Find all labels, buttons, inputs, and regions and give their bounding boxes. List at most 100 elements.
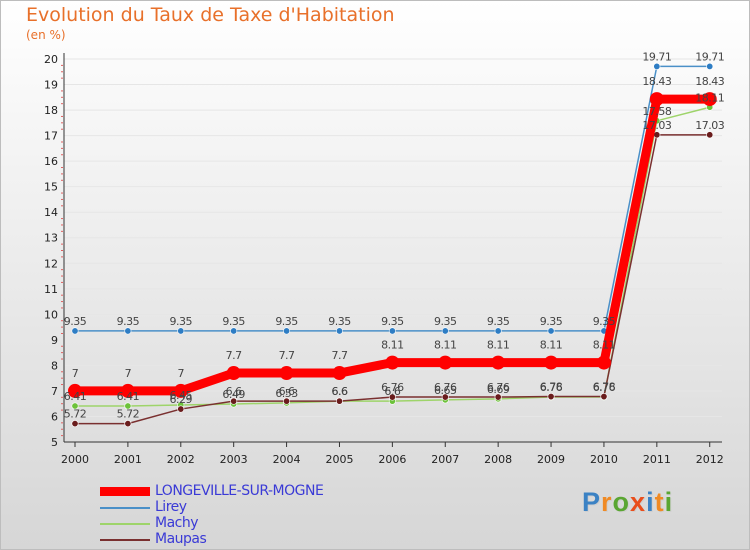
data-point xyxy=(71,420,79,428)
data-label: 9.35 xyxy=(64,315,87,328)
data-label: 6.65 xyxy=(434,384,457,397)
y-tick-label: 12 xyxy=(44,257,58,270)
data-point xyxy=(706,131,714,139)
data-point xyxy=(649,92,664,107)
data-label: 9.35 xyxy=(328,315,351,328)
data-label: 6.6 xyxy=(226,385,242,398)
brand-logo: Proxiti xyxy=(582,487,673,518)
data-label: 7.7 xyxy=(331,349,347,362)
data-label: 7.7 xyxy=(226,349,242,362)
brand-letter: o xyxy=(612,487,631,517)
brand-letter: P xyxy=(582,487,602,517)
legend-swatch xyxy=(100,487,150,496)
legend-swatch xyxy=(100,539,150,541)
data-label: 6.41 xyxy=(117,390,140,403)
data-point xyxy=(71,402,79,410)
data-point xyxy=(283,327,291,335)
data-point xyxy=(124,420,132,428)
legend-item: LONGEVILLE-SUR-MOGNE xyxy=(100,483,420,500)
data-point xyxy=(124,327,132,335)
y-tick-label: 18 xyxy=(44,104,58,117)
data-point xyxy=(124,402,132,410)
y-tick-label: 19 xyxy=(44,79,58,92)
data-label: 9.35 xyxy=(593,315,616,328)
data-point xyxy=(173,383,188,398)
data-label: 6.76 xyxy=(487,381,510,394)
data-point xyxy=(596,355,611,370)
data-point xyxy=(653,62,661,70)
data-label: 8.11 xyxy=(487,339,510,352)
data-label: 17.58 xyxy=(642,105,671,118)
y-tick-label: 7 xyxy=(51,385,58,398)
x-tick-label: 2010 xyxy=(590,453,618,466)
x-tick-label: 2000 xyxy=(61,453,89,466)
data-label: 6.76 xyxy=(540,381,563,394)
data-point xyxy=(68,383,82,398)
y-tick-label: 5 xyxy=(51,436,58,449)
data-label: 5.72 xyxy=(64,408,87,421)
chart-subtitle: (en %) xyxy=(26,28,66,42)
data-label: 19.71 xyxy=(642,50,671,63)
data-point xyxy=(177,405,185,413)
data-label: 6.6 xyxy=(331,385,347,398)
y-tick-label: 16 xyxy=(44,155,58,168)
data-label: 9.35 xyxy=(540,315,563,328)
data-point xyxy=(547,327,555,335)
brand-letter: t xyxy=(654,487,665,517)
x-tick-label: 2001 xyxy=(114,453,142,466)
data-label: 6.6 xyxy=(384,385,400,398)
x-tick-label: 2012 xyxy=(696,453,724,466)
data-label: 5.72 xyxy=(117,408,140,421)
data-label: 8.11 xyxy=(434,339,457,352)
data-label: 7.7 xyxy=(279,349,295,362)
data-label: 6.76 xyxy=(434,381,457,394)
legend-item: Lirey xyxy=(100,499,420,516)
data-point xyxy=(441,393,449,401)
y-tick-label: 15 xyxy=(44,181,58,194)
y-tick-label: 11 xyxy=(44,283,58,296)
data-point xyxy=(491,355,506,370)
y-tick-label: 6 xyxy=(51,410,58,423)
y-tick-label: 10 xyxy=(44,308,58,321)
data-point xyxy=(385,355,400,370)
data-point xyxy=(332,366,347,381)
y-tick-label: 17 xyxy=(44,130,58,143)
data-label: 9.35 xyxy=(170,315,193,328)
data-label: 18.11 xyxy=(695,91,724,104)
data-label: 6.69 xyxy=(487,383,510,396)
y-tick-label: 20 xyxy=(44,53,58,66)
data-label: 6.53 xyxy=(275,387,298,400)
x-tick-label: 2004 xyxy=(273,453,301,466)
x-tick-label: 2007 xyxy=(431,453,459,466)
data-point xyxy=(706,62,714,70)
y-tick-label: 13 xyxy=(44,232,58,245)
data-point xyxy=(388,327,396,335)
data-label: 17.03 xyxy=(642,119,671,132)
data-label: 7 xyxy=(125,367,132,380)
data-point xyxy=(335,327,343,335)
legend-item: Maupas xyxy=(100,531,420,548)
legend-swatch xyxy=(100,523,150,525)
data-label: 7 xyxy=(178,367,185,380)
data-label: 9.35 xyxy=(487,315,510,328)
brand-letter: x xyxy=(630,487,647,517)
data-point xyxy=(494,393,502,401)
data-point xyxy=(544,355,559,370)
brand-letter: r xyxy=(601,487,613,517)
data-label: 6.49 xyxy=(222,388,245,401)
data-point xyxy=(279,366,294,381)
chart-title: Evolution du Taux de Taxe d'Habitation xyxy=(26,4,395,26)
data-label: 6.45 xyxy=(170,389,193,402)
data-point xyxy=(388,393,396,401)
data-label: 18.43 xyxy=(642,75,671,88)
y-tick-label: 9 xyxy=(51,334,58,347)
y-tick-label: 14 xyxy=(44,206,58,219)
y-tick-label: 8 xyxy=(51,359,58,372)
data-point xyxy=(230,327,238,335)
data-label: 18.43 xyxy=(695,75,724,88)
data-label: 6.6 xyxy=(331,385,347,398)
data-label: 8.11 xyxy=(593,339,616,352)
data-label: 17.03 xyxy=(695,119,724,132)
data-label: 9.35 xyxy=(434,315,457,328)
